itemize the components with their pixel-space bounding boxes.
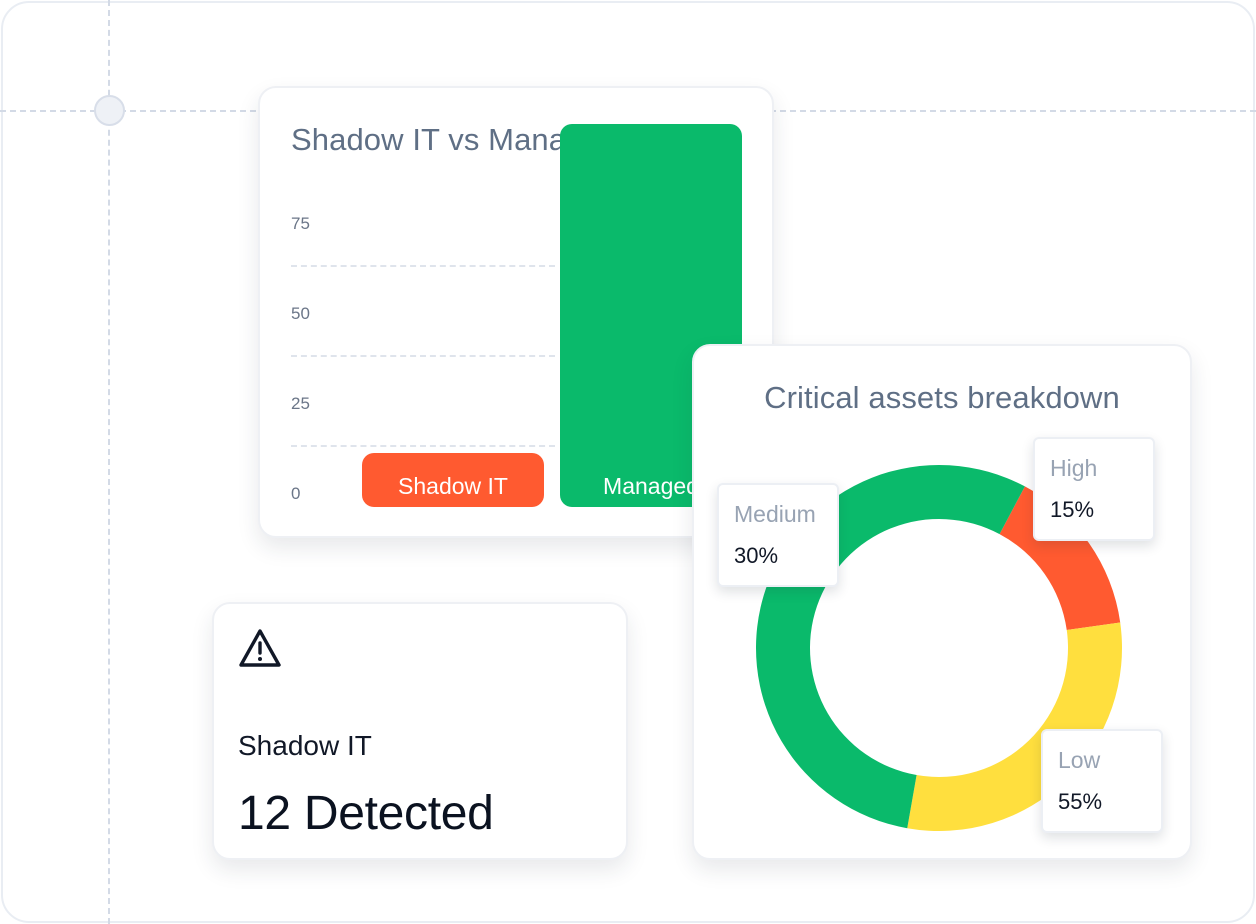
y-tick-label: 75 (291, 214, 310, 233)
guide-intersection-dot (94, 95, 125, 126)
gridline (291, 265, 555, 267)
bar-shadow-it (362, 453, 544, 507)
vertical-guide-line (108, 0, 110, 924)
gridline (291, 445, 555, 447)
donut-chart-title: Critical assets breakdown (764, 380, 1120, 415)
bar-label-shadow-it: Shadow IT (398, 473, 508, 499)
donut-slice-medium (907, 622, 1122, 831)
y-tick-label: 25 (291, 394, 310, 413)
callout-high: High 15% (1033, 437, 1155, 541)
callout-label: High (1050, 455, 1098, 481)
alert-title: Shadow IT (238, 730, 372, 761)
y-tick-label: 0 (291, 484, 301, 503)
gridline (291, 355, 555, 357)
shadow-it-vs-managed-card: Shadow IT vs Managed 75 50 25 0 Shadow I… (258, 86, 774, 538)
callout-label: Medium (734, 501, 816, 527)
callout-value: 30% (734, 543, 779, 568)
callout-low: Low 55% (1041, 729, 1163, 833)
critical-assets-card: Critical assets breakdown High 15% Mediu… (692, 344, 1192, 860)
bar-label-managed: Managed (603, 473, 699, 499)
callout-value: 55% (1058, 789, 1103, 814)
callout-label: Low (1058, 747, 1101, 773)
callout-medium: Medium 30% (717, 483, 839, 587)
shadow-it-alert-card: Shadow IT 12 Detected (212, 602, 628, 860)
warning-triangle-icon (239, 629, 281, 667)
callout-value: 15% (1050, 497, 1095, 522)
donut-slice-high (999, 486, 1121, 631)
y-tick-label: 50 (291, 304, 310, 323)
alert-detected-count: 12 Detected (238, 787, 494, 840)
